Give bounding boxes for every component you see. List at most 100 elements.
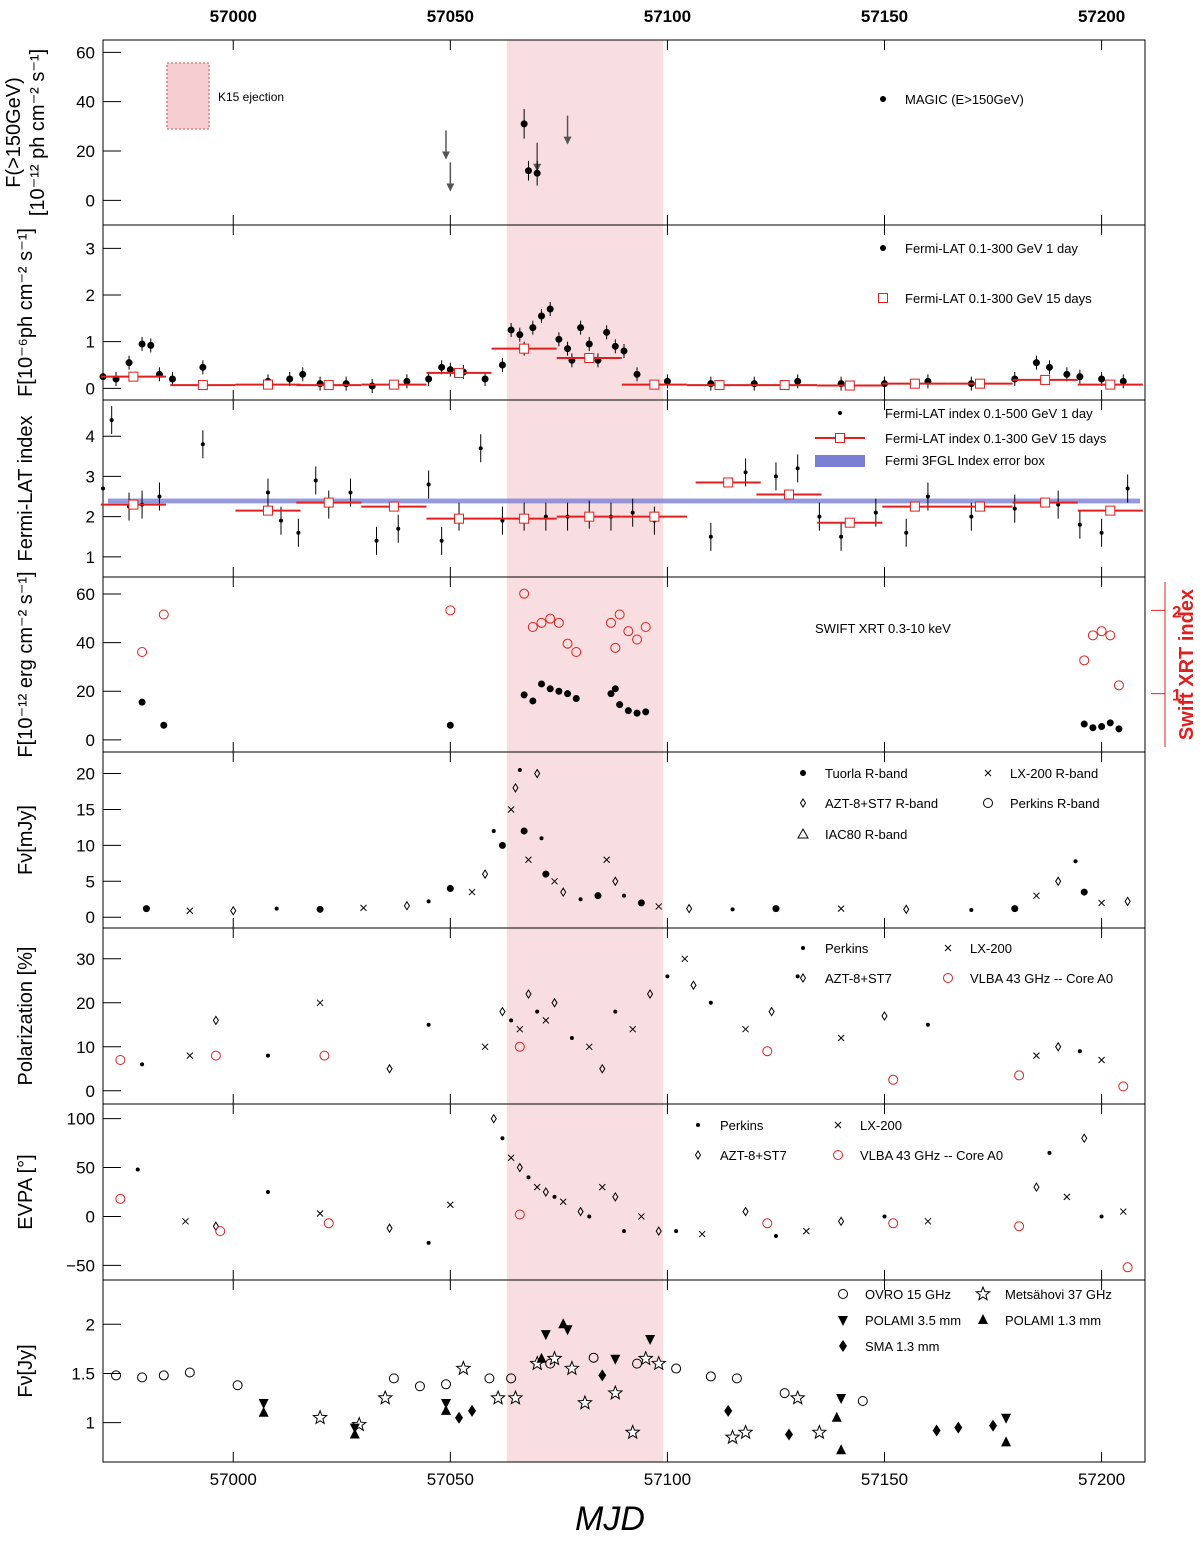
data-point [551,997,558,1008]
data-point [705,1371,716,1382]
data-point [655,903,663,910]
x-tick-label-top: 57000 [210,7,257,26]
data-point [323,1218,334,1229]
data-point [555,335,563,343]
data-point [1098,375,1106,383]
legend-swatch [978,1314,988,1324]
data-point [607,1384,624,1400]
legend-entry: LX-200 [860,1118,902,1133]
data-point [438,363,446,371]
data-point [614,609,625,620]
data-point [542,1187,549,1197]
series-optical [140,955,1105,1074]
data-point [525,856,532,864]
data-point [1012,506,1017,511]
data-point [546,1350,563,1366]
y-tick-label: 2 [86,286,95,305]
y-tick-label: 1 [86,1414,95,1433]
data-point [319,1050,330,1061]
data-point [323,380,334,391]
data-point [262,505,273,516]
y-tick-label: 0 [86,379,95,398]
series-ovro-15-ghz [111,1352,868,1407]
data-point [1098,899,1105,907]
data-point [1119,377,1127,385]
y-tick-label: 100 [67,1110,95,1129]
data-point [633,370,641,378]
data-point [794,377,802,385]
data-point [507,326,515,334]
y-tick-label: 50 [76,1159,95,1178]
data-point [454,513,465,524]
data-point [490,1113,497,1124]
data-point [779,380,790,391]
legend-entry: AZT-8+ST7 R-band [825,796,938,811]
data-point [386,1223,393,1234]
data-point [1113,680,1124,691]
legend-entry: Fermi 3FGL Index error box [885,453,1045,468]
x-axis-layer: MJD 57000 57000 57050 57050 57100 57100 57150 5… [210,7,1126,1538]
data-point [599,1063,606,1074]
data-point [536,617,547,628]
data-point [909,378,920,389]
data-point [426,482,431,487]
y-tick-label: 10 [76,1038,95,1057]
legend-swatch [983,798,993,808]
data-point [622,893,626,898]
panel-magic: 0 20 40 60 F(>150GeV) [10⁻¹² ph cm⁻² s⁻¹] K15 … [3,39,1146,226]
data-point [535,1009,540,1014]
data-point [414,1381,425,1392]
data-point [681,955,689,963]
x-tick-label-bottom: 57200 [1078,1470,1125,1489]
data-point [468,1404,477,1417]
legend-swatch [835,433,845,443]
data-point [622,1229,626,1234]
data-point [1080,888,1088,896]
data-point [265,490,270,495]
data-point [197,380,208,391]
data-point [160,721,168,729]
data-point [844,380,855,391]
data-point [690,980,697,991]
data-point [323,497,334,508]
data-point [613,1009,618,1014]
y-tick-label: 0 [86,191,95,210]
legend-entry: Metsähovi 37 GHz [1005,1287,1112,1302]
data-point [610,1354,621,1365]
data-point [215,1226,226,1237]
data-point [446,366,454,374]
data-point [637,1350,654,1366]
data-point [882,1214,887,1219]
data-point [455,1360,472,1376]
data-point [587,1214,592,1219]
data-point [265,1190,270,1194]
data-point [1080,720,1088,728]
data-point [795,974,800,979]
y-tick-label: 40 [76,93,95,112]
data-point [440,1379,451,1390]
k15-ejection-label: K15 ejection [218,90,284,104]
data-point [817,514,822,519]
data-point [605,617,616,628]
data-point [232,1380,243,1391]
data-point [534,768,541,779]
data-point [1099,1214,1104,1219]
y-tick-label: −50 [66,1256,95,1275]
data-point [954,1421,963,1434]
series-r-band [142,767,1131,916]
legend-entry: AZT-8+ST7 [720,1148,787,1163]
data-point [564,690,572,698]
y-tick-label: 0 [86,1082,95,1101]
data-point [527,622,538,632]
data-point [265,1053,270,1058]
data-point [386,1063,393,1074]
data-point [425,375,433,383]
data-point [1115,725,1123,733]
data-point [377,1389,394,1405]
data-point [655,1226,662,1237]
legend-swatch [797,827,809,839]
data-point [158,1370,169,1381]
data-point [837,905,845,912]
y-tick-label: 3 [86,239,95,258]
